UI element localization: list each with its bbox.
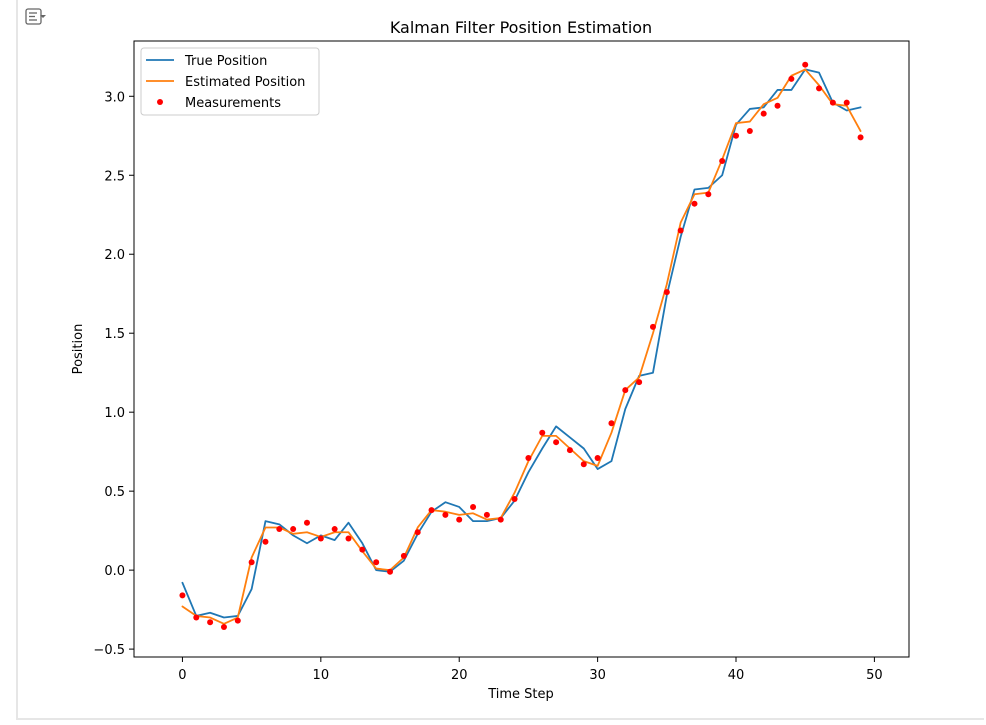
measurement-point	[525, 454, 532, 461]
measurement-point	[843, 99, 850, 106]
series-line-estimated-position	[181, 68, 862, 625]
measurement-point	[539, 429, 546, 436]
measurement-point	[428, 507, 435, 514]
y-tick-label: 3.0	[104, 90, 125, 105]
measurement-point	[331, 526, 338, 533]
measurement-point	[511, 496, 518, 503]
measurement-point	[802, 61, 809, 68]
measurement-point	[456, 516, 463, 523]
measurement-point	[746, 128, 753, 135]
measurement-point	[290, 526, 297, 533]
measurement-point	[387, 568, 394, 575]
y-tick-label: 1.0	[104, 406, 125, 421]
measurement-point	[788, 75, 795, 82]
measurement-point	[608, 420, 615, 427]
measurement-point	[483, 511, 490, 518]
measurement-point	[677, 227, 684, 234]
x-axis-label: Time Step	[487, 687, 554, 702]
measurement-point	[566, 447, 573, 454]
measurement-point	[705, 191, 712, 198]
plot-area	[133, 40, 910, 658]
measurement-point	[207, 619, 214, 626]
measurement-point	[179, 592, 186, 599]
measurement-point	[262, 538, 269, 545]
measurement-point	[553, 439, 560, 446]
measurement-point	[470, 503, 477, 510]
measurement-point	[400, 552, 407, 559]
measurement-point	[359, 546, 366, 553]
measurement-point	[649, 323, 656, 330]
measurement-point	[663, 289, 670, 296]
measurement-point	[414, 529, 421, 536]
series-line-true-position	[181, 68, 862, 619]
chart-title: Kalman Filter Position Estimation	[390, 18, 652, 37]
measurement-point	[234, 617, 241, 624]
measurement-point	[580, 461, 587, 468]
measurement-point	[193, 614, 200, 621]
legend-label-estimated: Estimated Position	[185, 75, 305, 90]
output-collapse-icon-glyph	[25, 8, 46, 25]
measurement-point	[248, 559, 255, 566]
measurement-point	[594, 454, 601, 461]
measurement-point	[829, 99, 836, 106]
measurement-point	[317, 535, 324, 542]
y-tick-label: 0.0	[104, 564, 125, 579]
y-tick-label: −0.5	[93, 643, 125, 658]
measurement-point	[622, 387, 629, 394]
measurement-point	[719, 158, 726, 165]
x-axis: 0 10 20 30 40 50	[178, 657, 883, 683]
measurement-point	[345, 535, 352, 542]
y-tick-label: 2.0	[104, 248, 125, 263]
y-axis-label: Position	[71, 324, 86, 375]
output-collapse-icon[interactable]	[25, 8, 47, 28]
measurement-point	[691, 200, 698, 207]
x-tick-label: 30	[589, 668, 606, 683]
x-tick-label: 10	[313, 668, 330, 683]
measurement-point	[373, 559, 380, 566]
legend-swatch-measurements	[157, 99, 163, 105]
y-tick-label: 0.5	[104, 485, 125, 500]
measurement-point	[276, 526, 283, 533]
x-tick-label: 50	[866, 668, 883, 683]
measurement-point	[497, 516, 504, 523]
measurement-point	[220, 623, 227, 630]
legend-label-measurements: Measurements	[185, 96, 281, 111]
legend-label-true: True Position	[184, 54, 267, 69]
y-tick-label: 2.5	[104, 169, 125, 184]
measurement-point	[442, 511, 449, 518]
measurement-point	[816, 85, 823, 92]
y-axis: −0.5 0.0 0.5 1.0 1.5 2.0 2.5 3.0	[93, 90, 134, 658]
measurement-point	[636, 379, 643, 386]
measurement-point	[733, 132, 740, 139]
measurement-point	[760, 110, 767, 117]
x-tick-label: 40	[728, 668, 745, 683]
measurement-point	[774, 102, 781, 109]
x-tick-label: 0	[178, 668, 186, 683]
legend-box	[140, 47, 320, 116]
legend: True Position Estimated Position Measure…	[140, 47, 320, 116]
x-tick-label: 20	[451, 668, 468, 683]
measurement-point	[303, 519, 310, 526]
series-layer	[179, 61, 864, 630]
y-tick-label: 1.5	[104, 327, 125, 342]
output-cell	[16, 0, 984, 720]
measurement-point	[857, 134, 864, 141]
